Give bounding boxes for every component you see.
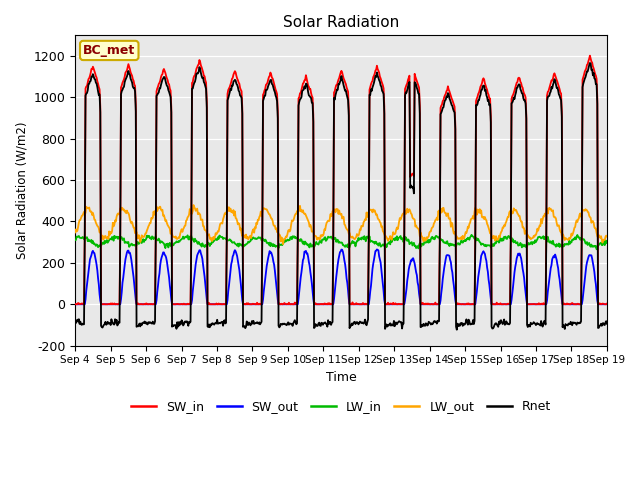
SW_out bbox=[71, 301, 79, 307]
SW_in bbox=[586, 53, 594, 59]
SW_in bbox=[136, 301, 143, 307]
SW_out bbox=[406, 261, 414, 266]
Rnet bbox=[136, 321, 143, 326]
Rnet bbox=[603, 321, 611, 327]
SW_in bbox=[406, 73, 413, 79]
LW_in bbox=[71, 237, 79, 243]
LW_in bbox=[406, 241, 413, 247]
LW_out bbox=[81, 210, 88, 216]
Legend: SW_in, SW_out, LW_in, LW_out, Rnet: SW_in, SW_out, LW_in, LW_out, Rnet bbox=[126, 396, 556, 418]
SW_out bbox=[218, 301, 225, 307]
LW_out bbox=[136, 235, 143, 241]
LW_out bbox=[71, 229, 79, 235]
LW_in bbox=[81, 234, 88, 240]
Line: SW_out: SW_out bbox=[75, 250, 607, 304]
SW_out bbox=[422, 301, 429, 307]
SW_in bbox=[421, 301, 429, 307]
LW_in bbox=[603, 238, 611, 244]
SW_in bbox=[218, 301, 225, 307]
Rnet bbox=[218, 319, 225, 325]
SW_in bbox=[189, 75, 197, 81]
Line: SW_in: SW_in bbox=[75, 56, 607, 304]
Rnet bbox=[406, 79, 413, 85]
SW_out bbox=[81, 301, 88, 307]
LW_in bbox=[218, 234, 225, 240]
LW_in bbox=[136, 240, 143, 245]
SW_in bbox=[71, 301, 79, 307]
SW_out bbox=[189, 282, 197, 288]
LW_out bbox=[407, 211, 415, 216]
Line: Rnet: Rnet bbox=[75, 63, 607, 330]
LW_in bbox=[189, 237, 197, 242]
X-axis label: Time: Time bbox=[326, 371, 356, 384]
Rnet bbox=[453, 327, 461, 333]
Rnet bbox=[81, 233, 88, 239]
LW_in bbox=[593, 246, 600, 252]
Rnet bbox=[421, 323, 429, 329]
SW_out bbox=[136, 301, 143, 307]
SW_in bbox=[81, 232, 88, 238]
LW_out bbox=[190, 204, 198, 210]
LW_out bbox=[603, 234, 611, 240]
Line: LW_out: LW_out bbox=[75, 205, 607, 244]
Rnet bbox=[189, 83, 197, 88]
Title: Solar Radiation: Solar Radiation bbox=[283, 15, 399, 30]
LW_in bbox=[421, 240, 429, 245]
Rnet bbox=[586, 60, 594, 66]
SW_in bbox=[603, 300, 611, 306]
Line: LW_in: LW_in bbox=[75, 235, 607, 249]
LW_out bbox=[279, 241, 287, 247]
LW_out bbox=[218, 221, 226, 227]
Text: BC_met: BC_met bbox=[83, 44, 136, 57]
LW_out bbox=[422, 234, 430, 240]
Rnet bbox=[71, 318, 79, 324]
LW_out bbox=[189, 202, 197, 208]
LW_in bbox=[468, 232, 476, 238]
Y-axis label: Solar Radiation (W/m2): Solar Radiation (W/m2) bbox=[15, 122, 28, 259]
SW_out bbox=[603, 301, 611, 307]
SW_out bbox=[373, 247, 381, 252]
